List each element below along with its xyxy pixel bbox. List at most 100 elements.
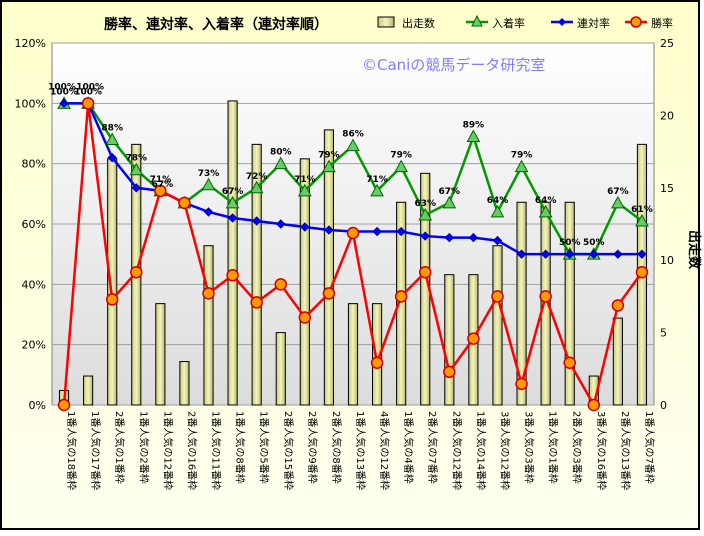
data-label-nyuchaku: 50%: [583, 238, 605, 248]
legend-marker: [471, 14, 483, 27]
y-right-tick-label: 15: [660, 182, 674, 195]
marker-shoritsu: [563, 356, 576, 370]
marker-shoritsu: [491, 290, 504, 303]
y-left-tick-label: 100%: [15, 97, 46, 110]
marker-shoritsu: [130, 266, 143, 279]
marker-rentai: [251, 216, 262, 226]
bar: [179, 361, 190, 406]
marker-nyuchaku: [129, 162, 144, 176]
legend-swatch-bar: [377, 16, 395, 28]
marker-nyuchaku: [105, 132, 120, 146]
marker-shoritsu: [274, 278, 288, 291]
marker-rentai: [396, 226, 406, 237]
marker-shoritsu: [202, 287, 215, 300]
y-left-tick-label: 60%: [22, 218, 46, 231]
marker-nyuchaku: [418, 207, 433, 221]
watermark: ©Caniの競馬データ研究室: [362, 56, 545, 74]
x-tick-label: 2番人気の9番枠: [306, 411, 319, 484]
data-label-nyuchaku: 78%: [126, 154, 148, 164]
data-label-nyuchaku: 73%: [198, 169, 220, 179]
data-label-nyuchaku: 79%: [511, 151, 533, 161]
data-label-nyuchaku: 89%: [463, 121, 485, 131]
bar: [372, 303, 383, 406]
legend-label: 入着率: [492, 16, 525, 30]
data-label-nyuchaku: 71%: [150, 175, 172, 185]
x-tick-label: 2番人気の3番枠: [571, 411, 584, 484]
data-label-shoritsu: 100%: [76, 82, 104, 92]
data-label-nyuchaku: 61%: [631, 205, 653, 215]
y-left-tick-label: 40%: [22, 278, 46, 291]
marker-nyuchaku: [201, 177, 216, 191]
bar: [396, 201, 407, 406]
data-label-nyuchaku: 71%: [366, 175, 388, 185]
x-tick-label: 2番人気の15番枠: [282, 411, 295, 490]
x-tick-label: 2番人気の12番枠: [450, 411, 463, 490]
data-label-nyuchaku: 71%: [294, 175, 316, 185]
marker-rentai: [468, 232, 479, 243]
data-labels: 100%100%88%78%71%73%67%72%80%71%79%86%71…: [48, 82, 653, 248]
y-left-tick-label: 20%: [22, 339, 46, 352]
bar: [323, 129, 334, 406]
y-left-tick-label: 0%: [29, 399, 46, 412]
marker-nyuchaku: [635, 213, 649, 227]
data-label-nyuchaku: 63%: [414, 199, 436, 209]
marker-shoritsu: [105, 293, 119, 306]
marker-nyuchaku: [346, 138, 360, 152]
marker-rentai: [203, 207, 214, 217]
bar: [299, 158, 310, 406]
marker-shoritsu: [250, 296, 263, 309]
bar: [492, 245, 503, 406]
axis-ticks: 0% 20% 40% 60% 80% 100% 120% 0 5 10 15 20 25 1番人気の18番…: [15, 37, 674, 490]
marker-shoritsu: [298, 311, 312, 324]
y-right-axis-label: 出走数: [686, 230, 702, 270]
marker-shoritsu: [418, 266, 432, 279]
marker-rentai: [372, 226, 382, 237]
marker-shoritsu: [467, 332, 480, 345]
bar: [203, 245, 214, 406]
x-tick-label: 1番人気の18番枠: [65, 411, 78, 490]
x-tick-label: 2番人気の13番枠: [619, 411, 632, 490]
marker-nyuchaku: [611, 195, 625, 209]
marker-shoritsu: [443, 365, 456, 379]
marker-nyuchaku: [466, 129, 481, 143]
x-tick-label: 2番人気の8番枠: [330, 411, 343, 484]
data-label-nyuchaku: 67%: [222, 187, 244, 197]
bar: [347, 303, 359, 406]
data-label-nyuchaku: 67%: [607, 187, 629, 197]
legend-marker: [630, 16, 642, 28]
marker-nyuchaku: [514, 159, 529, 173]
x-tick-label: 1番人気の2番枠: [137, 411, 150, 484]
marker-nyuchaku: [297, 183, 312, 197]
chart-title: 勝率、連対率、入着率（連対率順）: [104, 16, 328, 33]
marker-rentai: [565, 249, 575, 259]
data-label-nyuchaku: 79%: [318, 151, 340, 161]
marker-nyuchaku: [442, 195, 457, 209]
data-label-nyuchaku: 50%: [559, 238, 581, 248]
marker-rentai: [131, 183, 141, 193]
data-label-nyuchaku: 72%: [246, 172, 268, 182]
legend-label: 勝率: [651, 16, 673, 30]
x-tick-label: 3番人気の12番枠: [498, 411, 511, 490]
marker-shoritsu: [539, 290, 552, 303]
x-tick-label: 1番人気の12番枠: [161, 411, 174, 490]
bar: [83, 375, 94, 406]
bar: [275, 332, 286, 406]
marker-shoritsu: [226, 269, 239, 282]
marker-shoritsu: [394, 290, 408, 303]
marker-shoritsu: [587, 398, 601, 412]
x-tick-label: 1番人気の8番枠: [234, 411, 247, 484]
x-tick-label: 3番人気の16番枠: [595, 411, 608, 490]
marker-shoritsu: [81, 97, 95, 110]
marker-rentai: [420, 231, 430, 241]
marker-shoritsu: [322, 287, 336, 300]
marker-nyuchaku: [322, 159, 336, 173]
x-tick-label: 1番人気の11番枠: [210, 411, 223, 490]
marker-nyuchaku: [490, 204, 505, 218]
marker-rentai: [227, 213, 238, 223]
marker-nyuchaku: [273, 156, 288, 170]
marker-rentai: [59, 98, 69, 109]
data-label-shoritsu: 100%: [48, 82, 76, 92]
marker-shoritsu: [57, 398, 71, 412]
x-tick-label: 1番人気の1番枠: [547, 411, 560, 484]
